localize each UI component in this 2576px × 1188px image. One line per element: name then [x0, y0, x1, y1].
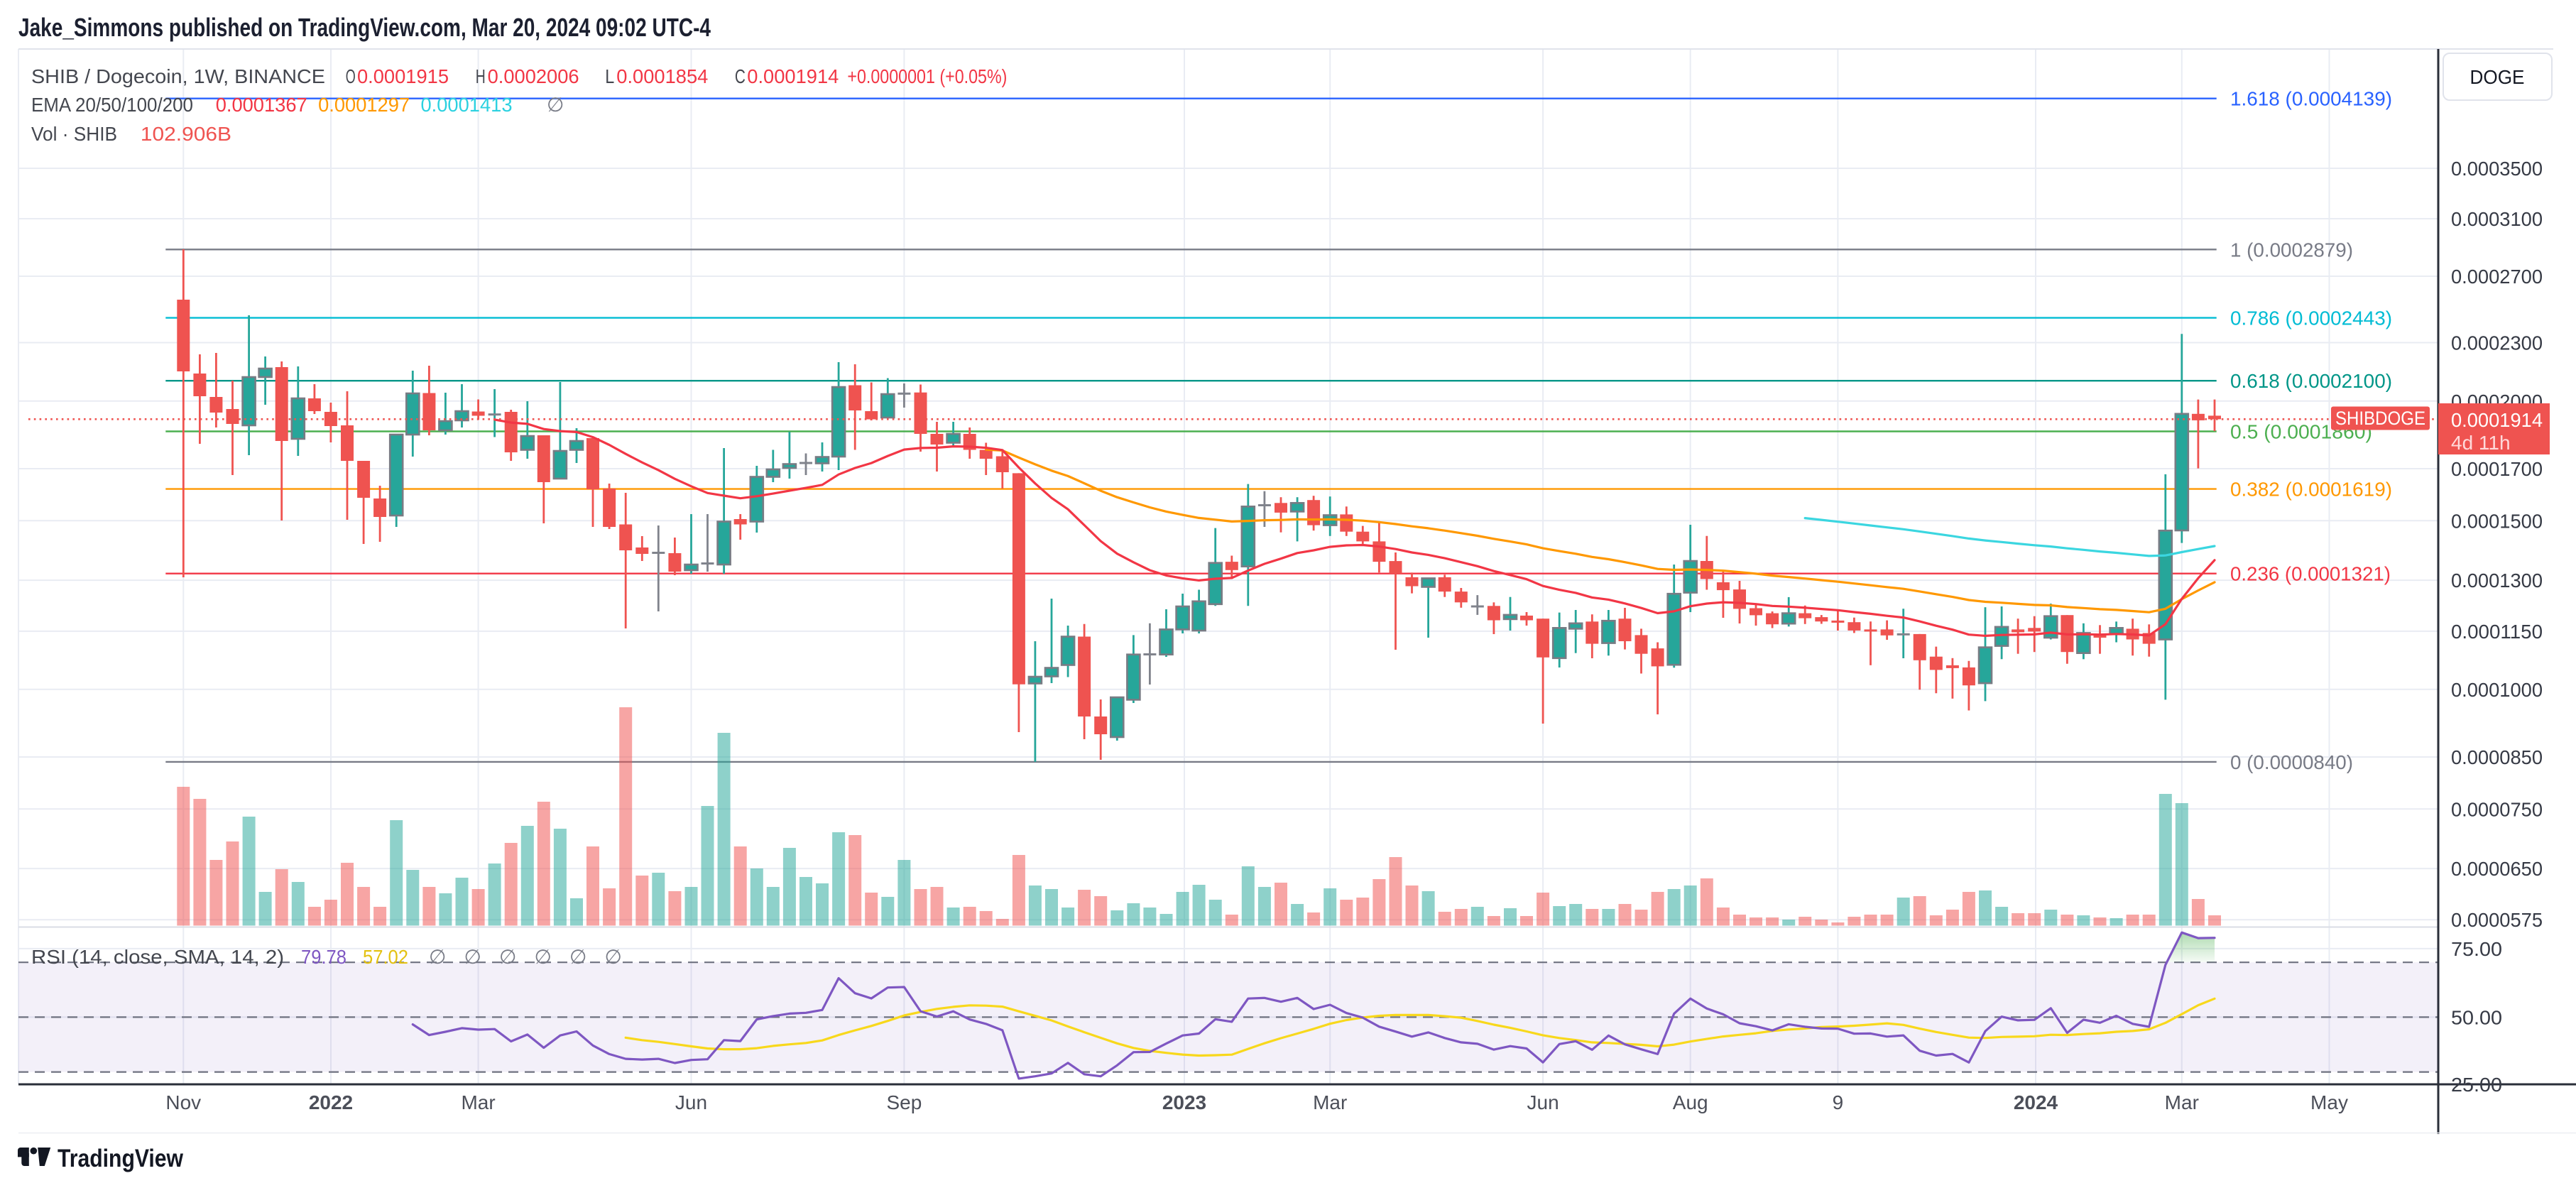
- svg-text:C: C: [735, 65, 746, 87]
- svg-text:0.0000575: 0.0000575: [2451, 909, 2543, 931]
- svg-text:Jun: Jun: [675, 1091, 707, 1113]
- svg-text:SHIB / Dogecoin, 1W, BINANCE: SHIB / Dogecoin, 1W, BINANCE: [31, 65, 325, 87]
- svg-text:L: L: [605, 65, 614, 87]
- svg-text:0.786 (0.0002443): 0.786 (0.0002443): [2230, 307, 2392, 329]
- svg-text:0.0001367: 0.0001367: [216, 94, 307, 116]
- svg-text:0.0000750: 0.0000750: [2451, 798, 2543, 820]
- svg-text:1 (0.0002879): 1 (0.0002879): [2230, 239, 2353, 261]
- svg-text:H: H: [476, 65, 486, 87]
- svg-text:102.906B: 102.906B: [141, 123, 231, 145]
- svg-text:0.0002700: 0.0002700: [2451, 266, 2543, 288]
- svg-text:∅: ∅: [535, 946, 552, 968]
- svg-text:Vol · SHIB: Vol · SHIB: [31, 123, 117, 145]
- svg-text:∅: ∅: [429, 946, 446, 968]
- svg-text:79.78: 79.78: [301, 946, 346, 968]
- svg-text:+0.0000001 (+0.05%): +0.0000001 (+0.05%): [847, 65, 1007, 87]
- svg-text:0.0001413: 0.0001413: [421, 94, 513, 116]
- svg-text:0 (0.0000840): 0 (0.0000840): [2230, 751, 2353, 773]
- svg-text:RSI (14, close, SMA, 14, 2): RSI (14, close, SMA, 14, 2): [31, 946, 284, 968]
- svg-text:0.382 (0.0001619): 0.382 (0.0001619): [2230, 479, 2392, 501]
- svg-text:Mar: Mar: [2165, 1091, 2199, 1113]
- svg-text:Sep: Sep: [886, 1091, 922, 1113]
- svg-text:EMA 20/50/100/200: EMA 20/50/100/200: [31, 94, 193, 116]
- svg-text:0.0001854: 0.0001854: [616, 65, 708, 87]
- svg-text:TradingView: TradingView: [58, 1145, 184, 1172]
- svg-text:75.00: 75.00: [2451, 938, 2502, 960]
- svg-text:Jake_Simmons published on Trad: Jake_Simmons published on TradingView.co…: [18, 13, 711, 42]
- svg-text:2024: 2024: [2014, 1091, 2058, 1113]
- svg-text:0.0003100: 0.0003100: [2451, 208, 2543, 230]
- svg-text:57.02: 57.02: [363, 946, 408, 968]
- svg-text:Nov: Nov: [165, 1091, 201, 1113]
- svg-text:0.0002006: 0.0002006: [488, 65, 579, 87]
- svg-text:0.0001297: 0.0001297: [318, 94, 410, 116]
- svg-text:2023: 2023: [1162, 1091, 1206, 1113]
- svg-text:Jun: Jun: [1527, 1091, 1559, 1113]
- svg-text:0.0001914: 0.0001914: [747, 65, 839, 87]
- svg-text:0.0003500: 0.0003500: [2451, 158, 2543, 180]
- svg-text:O: O: [346, 65, 356, 87]
- svg-text:∅: ∅: [499, 946, 516, 968]
- svg-text:4d 11h: 4d 11h: [2451, 432, 2511, 454]
- svg-text:0.0001000: 0.0001000: [2451, 679, 2543, 701]
- svg-text:0.0001700: 0.0001700: [2451, 458, 2543, 480]
- svg-text:0.0001914: 0.0001914: [2451, 409, 2543, 431]
- svg-text:2022: 2022: [309, 1091, 353, 1113]
- svg-text:0.0002300: 0.0002300: [2451, 332, 2543, 354]
- svg-text:∅: ∅: [605, 946, 622, 968]
- svg-text:Aug: Aug: [1673, 1091, 1708, 1113]
- svg-text:DOGE: DOGE: [2470, 66, 2525, 88]
- svg-text:0.618 (0.0002100): 0.618 (0.0002100): [2230, 370, 2392, 392]
- svg-text:1.618 (0.0004139): 1.618 (0.0004139): [2230, 88, 2392, 110]
- svg-text:0.0000850: 0.0000850: [2451, 746, 2543, 768]
- svg-text:Mar: Mar: [461, 1091, 495, 1113]
- svg-text:Mar: Mar: [1313, 1091, 1347, 1113]
- svg-text:9: 9: [1833, 1091, 1844, 1113]
- svg-text:25.00: 25.00: [2451, 1074, 2502, 1096]
- svg-text:SHIBDOGE: SHIBDOGE: [2335, 408, 2425, 429]
- svg-text:50.00: 50.00: [2451, 1006, 2502, 1028]
- svg-text:∅: ∅: [547, 94, 564, 116]
- svg-text:0.236 (0.0001321): 0.236 (0.0001321): [2230, 563, 2391, 585]
- svg-text:0.0001915: 0.0001915: [357, 65, 449, 87]
- svg-text:∅: ∅: [569, 946, 586, 968]
- svg-text:0.0000650: 0.0000650: [2451, 858, 2543, 880]
- svg-text:0.0001150: 0.0001150: [2451, 621, 2543, 643]
- svg-text:0.0001500: 0.0001500: [2451, 510, 2543, 532]
- svg-text:0.0001300: 0.0001300: [2451, 570, 2543, 592]
- svg-text:∅: ∅: [464, 946, 481, 968]
- svg-text:May: May: [2310, 1091, 2348, 1113]
